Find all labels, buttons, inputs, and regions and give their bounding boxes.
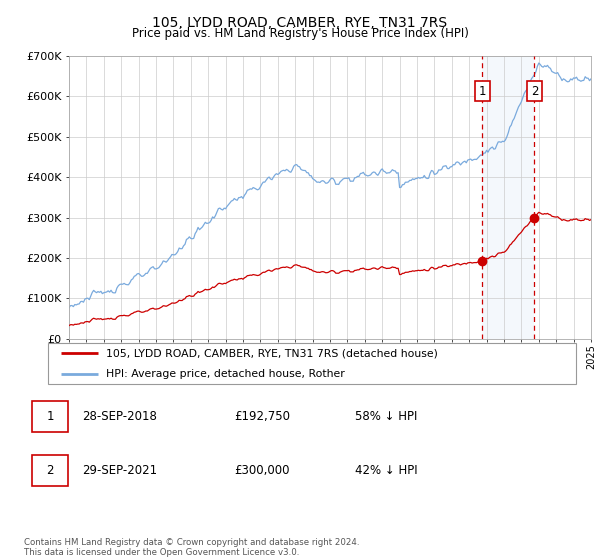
FancyBboxPatch shape xyxy=(32,455,68,486)
Text: 2: 2 xyxy=(46,464,54,477)
Text: 105, LYDD ROAD, CAMBER, RYE, TN31 7RS: 105, LYDD ROAD, CAMBER, RYE, TN31 7RS xyxy=(152,16,448,30)
Text: Price paid vs. HM Land Registry's House Price Index (HPI): Price paid vs. HM Land Registry's House … xyxy=(131,27,469,40)
Bar xyxy=(482,56,535,339)
Text: 42% ↓ HPI: 42% ↓ HPI xyxy=(355,464,418,477)
Text: 1: 1 xyxy=(46,410,54,423)
Text: 58% ↓ HPI: 58% ↓ HPI xyxy=(355,410,418,423)
Text: £300,000: £300,000 xyxy=(234,464,289,477)
FancyBboxPatch shape xyxy=(32,401,68,432)
Text: 28-SEP-2018: 28-SEP-2018 xyxy=(82,410,157,423)
Text: 29-SEP-2021: 29-SEP-2021 xyxy=(82,464,157,477)
Text: HPI: Average price, detached house, Rother: HPI: Average price, detached house, Roth… xyxy=(106,368,345,379)
FancyBboxPatch shape xyxy=(48,343,576,384)
Text: £192,750: £192,750 xyxy=(234,410,290,423)
Text: 2: 2 xyxy=(530,85,538,98)
Text: 105, LYDD ROAD, CAMBER, RYE, TN31 7RS (detached house): 105, LYDD ROAD, CAMBER, RYE, TN31 7RS (d… xyxy=(106,348,438,358)
Text: Contains HM Land Registry data © Crown copyright and database right 2024.
This d: Contains HM Land Registry data © Crown c… xyxy=(24,538,359,557)
Text: 1: 1 xyxy=(479,85,486,98)
